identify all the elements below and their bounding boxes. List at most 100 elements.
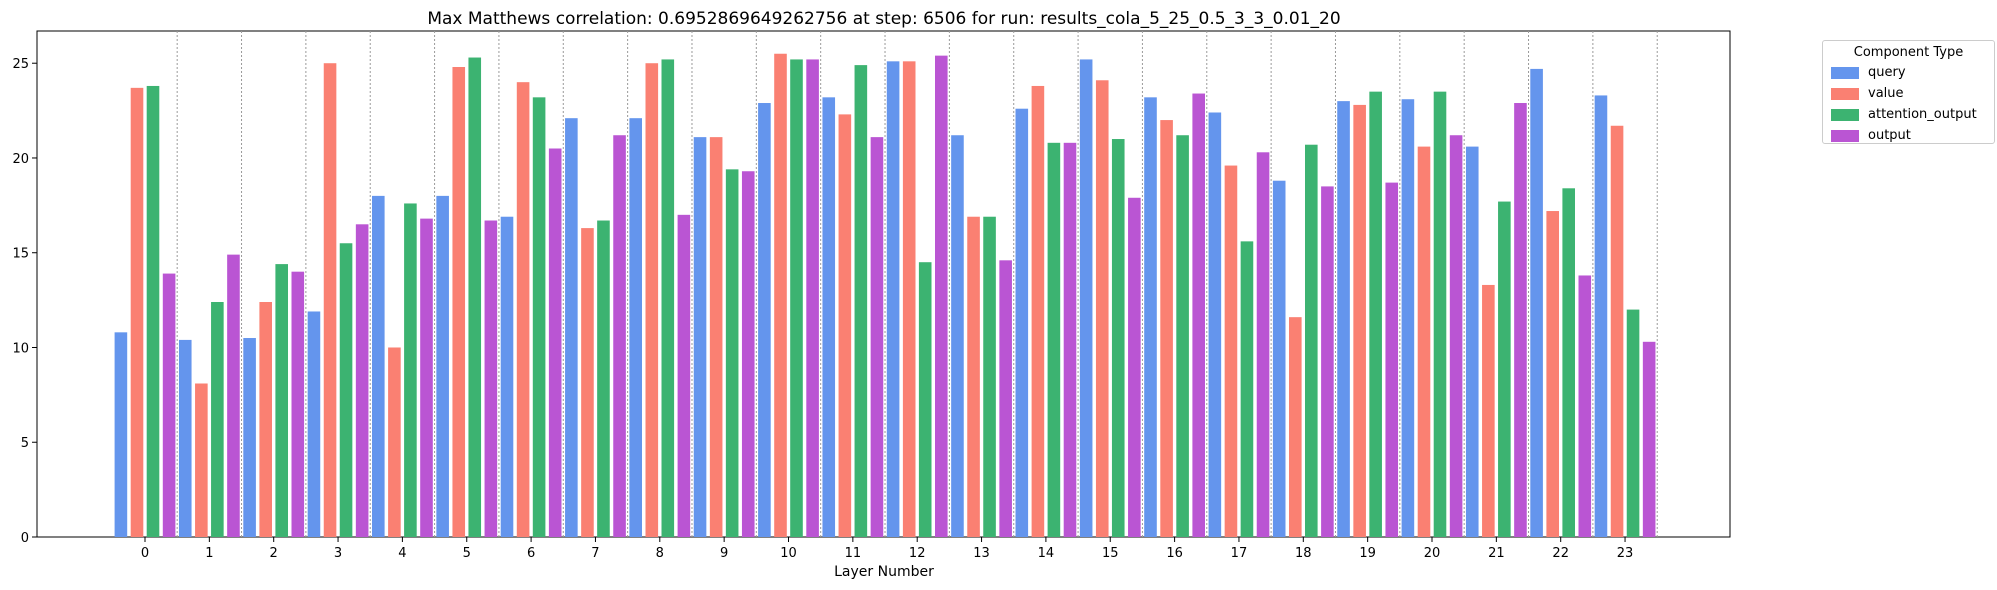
bar-value-layer-5 [452, 67, 466, 537]
bar-attention-output-layer-12 [918, 262, 932, 537]
x-tick-label: 1 [205, 546, 213, 561]
bar-value-layer-18 [1289, 317, 1302, 537]
bar-output-layer-17 [1256, 152, 1270, 537]
bar-output-layer-20 [1449, 135, 1463, 537]
bar-value-layer-1 [195, 383, 208, 537]
bar-query-layer-19 [1337, 101, 1350, 538]
bar-output-layer-6 [548, 148, 562, 538]
bars [114, 53, 1656, 538]
bar-attention-output-layer-17 [1240, 241, 1254, 537]
x-tick-label: 21 [1488, 546, 1505, 561]
bar-query-layer-11 [822, 97, 836, 537]
bar-query-layer-0 [114, 332, 128, 537]
x-tick-label: 0 [141, 546, 149, 561]
bar-value-layer-4 [388, 347, 401, 537]
x-tick-label: 23 [1617, 546, 1634, 561]
bar-attention-output-layer-21 [1498, 201, 1511, 537]
bar-output-layer-10 [806, 59, 819, 537]
legend-swatch-attention-output [1831, 108, 1859, 121]
legend-label-output: output [1868, 128, 1911, 143]
y-axis: 0 5 10 15 20 25 [12, 57, 37, 546]
bar-query-layer-10 [758, 103, 771, 537]
bar-value-layer-2 [259, 302, 272, 537]
legend-swatch-output [1831, 129, 1859, 142]
bar-output-layer-19 [1385, 182, 1399, 538]
bar-attention-output-layer-1 [211, 302, 224, 537]
bar-output-layer-9 [741, 171, 755, 538]
bar-attention-output-layer-16 [1176, 135, 1189, 537]
bar-query-layer-3 [307, 311, 321, 537]
bar-value-layer-12 [902, 61, 916, 538]
y-tick-label: 20 [12, 152, 29, 167]
bar-output-layer-3 [355, 224, 369, 537]
bar-value-layer-3 [323, 63, 337, 538]
bar-attention-output-layer-22 [1562, 188, 1575, 537]
bar-output-layer-23 [1642, 341, 1656, 537]
legend-item-query: query [1823, 62, 1994, 83]
bar-output-layer-0 [162, 273, 176, 537]
bar-value-layer-8 [645, 63, 659, 538]
bar-value-layer-23 [1610, 125, 1624, 537]
y-tick-label: 15 [12, 247, 29, 262]
bar-attention-output-layer-18 [1305, 144, 1318, 537]
bar-value-layer-11 [838, 114, 852, 537]
legend-item-output: output [1823, 125, 1994, 146]
x-tick-label: 8 [656, 546, 664, 561]
legend-item-value: value [1823, 83, 1994, 104]
y-tick-label: 0 [21, 531, 29, 546]
bar-attention-output-layer-8 [661, 59, 675, 537]
legend-label-value: value [1868, 86, 1904, 101]
bar-attention-output-layer-9 [725, 169, 739, 537]
bar-query-layer-7 [565, 118, 578, 538]
x-tick-label: 20 [1424, 546, 1441, 561]
legend: Component Type query value attention_out… [1822, 40, 1995, 144]
legend-item-attention-output: attention_output [1823, 104, 1994, 125]
bar-output-layer-12 [935, 55, 948, 537]
x-tick-label: 2 [270, 546, 278, 561]
bar-output-layer-7 [613, 135, 626, 537]
bar-attention-output-layer-5 [468, 57, 482, 538]
legend-swatch-value [1831, 87, 1859, 100]
bar-value-layer-17 [1224, 165, 1238, 537]
bar-output-layer-8 [677, 214, 691, 538]
bar-query-layer-18 [1272, 180, 1286, 537]
bar-value-layer-20 [1417, 146, 1431, 537]
bar-attention-output-layer-15 [1111, 139, 1125, 538]
x-tick-label: 11 [845, 546, 862, 561]
x-tick-label: 10 [780, 546, 797, 561]
bar-output-layer-22 [1578, 275, 1592, 537]
bar-value-layer-22 [1546, 211, 1559, 537]
x-axis: 0 1 2 3 4 5 6 7 8 9 10 11 12 13 14 15 16 17 18 19 20 21 22 23 [141, 537, 1633, 561]
y-tick-label: 10 [12, 341, 29, 356]
bar-query-layer-12 [886, 61, 900, 538]
bar-output-layer-14 [1063, 142, 1077, 537]
bar-value-layer-10 [774, 53, 787, 537]
bar-value-layer-15 [1095, 80, 1109, 537]
bar-output-layer-21 [1514, 103, 1527, 537]
bar-output-layer-5 [484, 220, 498, 537]
bar-output-layer-16 [1192, 93, 1205, 537]
bar-output-layer-15 [1128, 197, 1141, 537]
x-tick-label: 19 [1359, 546, 1376, 561]
legend-title: Component Type [1853, 45, 1964, 60]
x-tick-label: 17 [1231, 546, 1248, 561]
bar-attention-output-layer-11 [854, 65, 868, 537]
bar-query-layer-6 [500, 216, 514, 537]
bar-query-layer-4 [372, 195, 385, 537]
x-tick-label: 15 [1102, 546, 1119, 561]
y-tick-label: 25 [12, 57, 29, 72]
x-tick-label: 18 [1295, 546, 1312, 561]
bar-value-layer-21 [1482, 284, 1495, 537]
bar-attention-output-layer-7 [597, 220, 610, 537]
x-tick-label: 12 [909, 546, 926, 561]
bar-value-layer-6 [516, 82, 530, 537]
x-tick-label: 13 [973, 546, 990, 561]
x-tick-label: 6 [527, 546, 535, 561]
bar-attention-output-layer-20 [1433, 91, 1447, 537]
bar-output-layer-13 [999, 260, 1012, 537]
bar-query-layer-1 [178, 339, 192, 537]
bar-query-layer-20 [1401, 99, 1415, 537]
legend-swatch-query [1831, 66, 1859, 79]
bar-attention-output-layer-6 [532, 97, 546, 537]
